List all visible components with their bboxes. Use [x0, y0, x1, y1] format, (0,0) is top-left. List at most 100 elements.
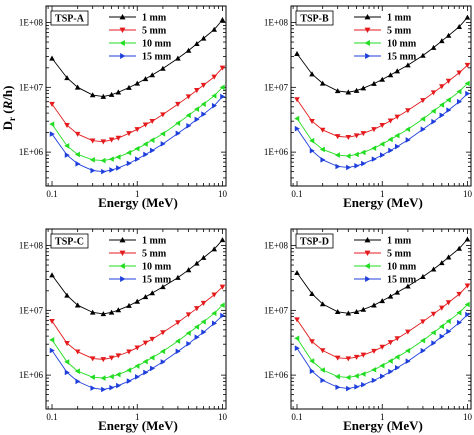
data-point — [211, 292, 218, 298]
data-point — [335, 384, 341, 391]
data-point — [387, 136, 393, 143]
series-line — [51, 19, 223, 98]
data-point — [353, 373, 359, 379]
data-point — [394, 336, 401, 342]
data-point — [456, 291, 463, 297]
data-point — [150, 147, 156, 154]
data-point — [75, 378, 81, 385]
panel-label: TSP-C — [55, 237, 84, 248]
data-point — [294, 335, 300, 342]
data-point — [49, 347, 55, 354]
data-point — [456, 309, 462, 316]
legend-item: 1 mm — [354, 13, 412, 24]
data-point — [142, 122, 149, 128]
data-point — [194, 106, 200, 112]
plot-frame — [290, 228, 472, 410]
legend-item: 15 mm — [109, 275, 172, 286]
data-point — [387, 72, 394, 78]
data-point — [420, 273, 426, 279]
y-tick-label: 1E+08 — [19, 241, 44, 251]
data-point — [115, 154, 121, 160]
panel-label-box: TSP-D — [295, 233, 334, 249]
data-series — [49, 84, 225, 164]
data-point — [420, 347, 426, 354]
y-tick-label: 1E+07 — [264, 82, 289, 92]
data-point — [142, 340, 149, 346]
y-tick-label: 1E+08 — [19, 18, 44, 28]
x-tick-label: 0.1 — [46, 412, 57, 422]
data-point — [371, 377, 377, 384]
data-series — [49, 93, 226, 175]
x-tick-label: 0.1 — [291, 189, 302, 199]
y-tick-label: 1E+07 — [264, 305, 289, 315]
data-point — [445, 78, 452, 84]
data-point — [126, 131, 132, 137]
data-series — [49, 17, 226, 99]
data-series — [294, 236, 471, 316]
x-tick-label: 10 — [218, 189, 228, 199]
data-point — [211, 102, 218, 109]
y-tick-label: 1E+06 — [264, 370, 289, 380]
y-axis-title-top: Dr (R/h) — [0, 86, 17, 131]
data-point — [420, 126, 426, 133]
data-point — [456, 70, 463, 76]
legend-item: 15 mm — [109, 52, 172, 63]
data-point — [115, 307, 122, 313]
data-point — [200, 82, 207, 88]
data-point — [353, 87, 360, 93]
data-point — [405, 347, 411, 354]
legend: 1 mm 5 mm 10 mm 15 mm — [109, 236, 172, 286]
data-point — [430, 329, 436, 336]
legend-item: 1 mm — [109, 236, 167, 247]
data-point — [101, 386, 107, 393]
data-point — [319, 127, 326, 133]
data-point — [294, 345, 300, 352]
data-point — [405, 126, 411, 133]
data-point — [309, 358, 315, 364]
data-point — [49, 131, 55, 137]
data-point — [194, 306, 200, 312]
data-point — [115, 89, 122, 95]
data-point — [143, 151, 149, 158]
legend-label: 1 mm — [142, 236, 167, 247]
data-point — [387, 358, 393, 364]
data-point — [211, 93, 217, 99]
data-point — [319, 146, 325, 153]
data-series — [294, 62, 471, 140]
data-point — [445, 300, 452, 306]
ylabel-sub: r — [7, 117, 17, 121]
data-point — [126, 84, 132, 90]
data-point — [64, 75, 70, 81]
legend-label: 5 mm — [387, 249, 412, 260]
data-point — [194, 116, 200, 123]
data-point — [309, 118, 315, 125]
data-point — [388, 368, 394, 375]
data-point — [319, 367, 325, 373]
data-point — [294, 317, 300, 323]
data-point — [334, 308, 341, 315]
data-point — [134, 80, 141, 86]
data-point — [64, 152, 70, 158]
data-point — [456, 245, 463, 251]
legend-item: 10 mm — [354, 262, 417, 273]
x-tick-label: 1 — [380, 189, 385, 199]
data-point — [90, 167, 96, 174]
data-series — [294, 14, 471, 95]
data-point — [201, 111, 207, 117]
data-point — [334, 152, 340, 158]
data-point — [379, 298, 386, 304]
data-point — [126, 149, 132, 156]
plot-frame — [290, 5, 472, 187]
data-point — [185, 312, 192, 318]
data-point — [219, 237, 226, 243]
data-point — [395, 143, 401, 150]
data-point — [200, 254, 207, 260]
legend-item: 15 mm — [354, 52, 417, 63]
x-tick-label: 10 — [463, 189, 473, 199]
data-point — [194, 324, 200, 330]
data-point — [219, 65, 226, 71]
legend-label: 10 mm — [142, 39, 172, 50]
data-point — [126, 160, 132, 167]
data-point — [211, 320, 218, 327]
